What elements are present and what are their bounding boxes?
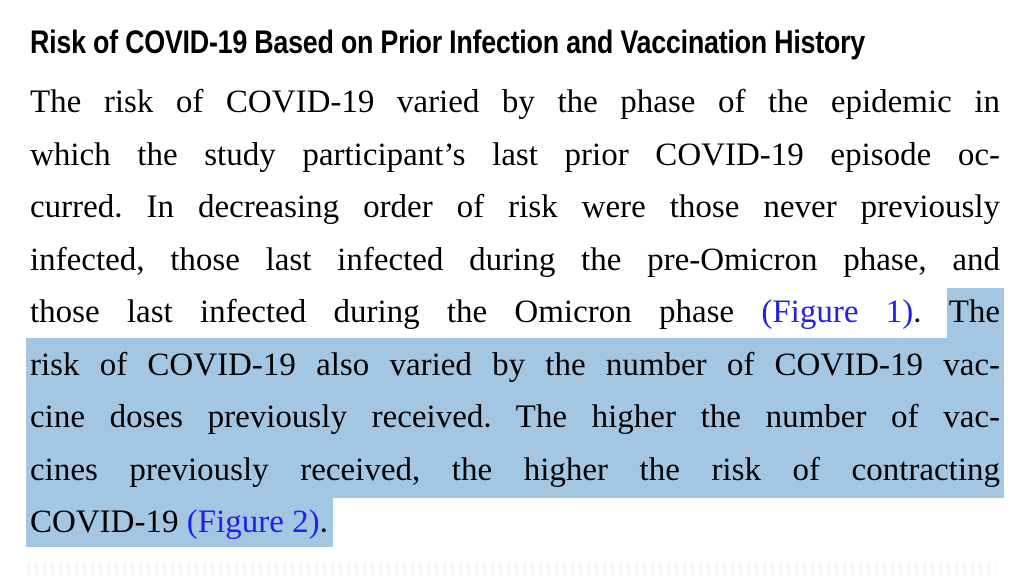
body-paragraph: The risk of COVID-19 varied by the phase… — [26, 76, 1005, 549]
highlighted-text-segment: risk of COVID-19 also varied by the numb… — [26, 337, 1004, 393]
highlighted-text-segment: COVID-19 (Figure 2). — [26, 495, 333, 547]
figure-2-link[interactable]: (Figure 2) — [186, 504, 320, 540]
text-segment: which the study participant’s last prior… — [30, 136, 1000, 173]
figure-1-link[interactable]: (Figure 1) — [761, 294, 914, 330]
highlighted-text-segment: cine doses previously received. The high… — [26, 390, 1004, 445]
text-segment: . — [319, 504, 328, 540]
text-segment: those last infected during the Omicron p… — [30, 294, 762, 330]
text-line: cines previously received, the higher th… — [26, 442, 1004, 498]
text-line: COVID-19 (Figure 2). — [26, 495, 1000, 549]
highlighted-text-segment: The — [946, 288, 1005, 340]
text-segment: infected, those last infected during the… — [30, 241, 1000, 278]
text-segment: . — [913, 294, 949, 330]
text-line: risk of COVID-19 also varied by the numb… — [26, 337, 1004, 393]
text-line: those last infected during the Omicron p… — [30, 286, 1005, 340]
section-heading: Risk of COVID-19 Based on Prior Infectio… — [30, 24, 866, 60]
text-line: which the study participant’s last prior… — [30, 129, 1000, 182]
text-segment: The risk of COVID-19 varied by the phase… — [30, 84, 1000, 120]
text-line: cine doses previously received. The high… — [26, 390, 1004, 445]
text-line: infected, those last infected during the… — [30, 234, 1000, 287]
cropped-next-line-artifact — [28, 563, 996, 575]
text-line: curred. In decreasing order of risk were… — [30, 181, 1000, 234]
text-line: The risk of COVID-19 varied by the phase… — [30, 76, 1000, 129]
text-segment: COVID-19 — [30, 504, 187, 540]
text-segment: curred. In decreasing order of risk were… — [30, 189, 1000, 225]
highlighted-text-segment: cines previously received, the higher th… — [26, 442, 1004, 498]
